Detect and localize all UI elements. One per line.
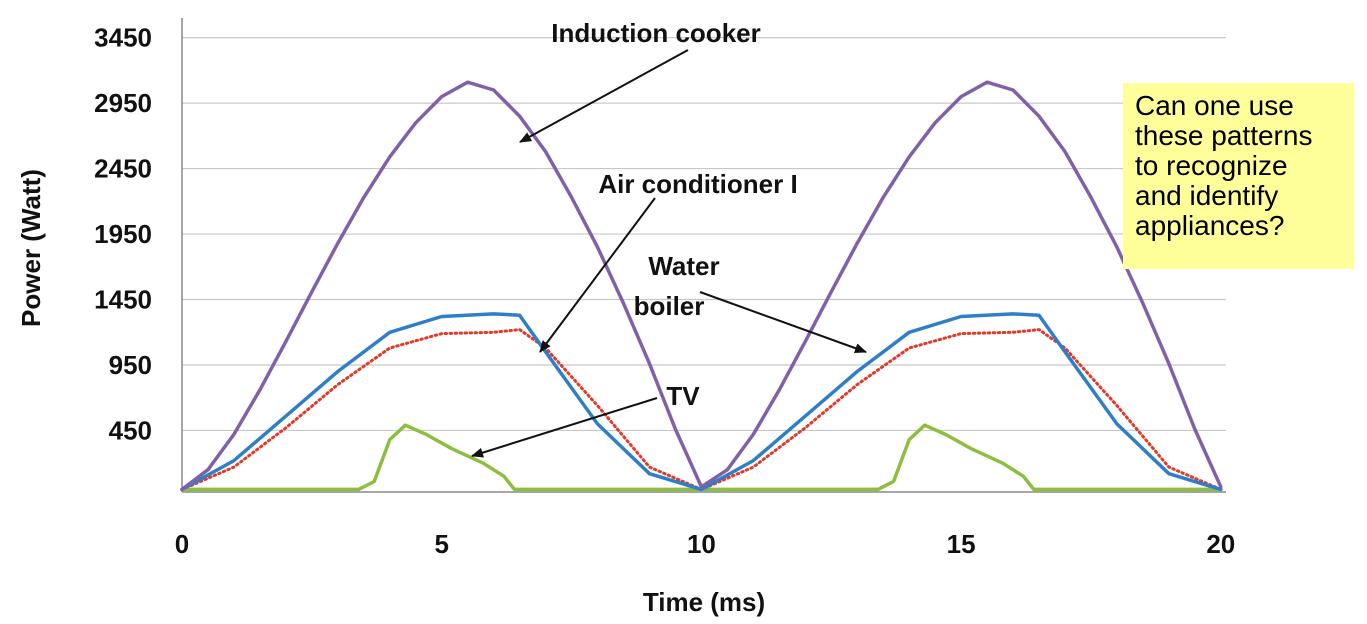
arrow-tv — [471, 397, 658, 458]
grid-lines — [182, 37, 1226, 432]
series-line-tv — [180, 423, 1223, 492]
note-line-2: these patterns — [1135, 120, 1313, 151]
x-tick-label: 5 — [434, 529, 448, 559]
series-line-induction-cooker — [180, 80, 1223, 492]
y-tick-label: 950 — [109, 350, 152, 380]
annotation-arrows — [471, 49, 867, 458]
arrow-induction-cooker — [519, 49, 689, 143]
question-note: Can one use these patterns to recognize … — [1123, 83, 1354, 269]
y-tick-label: 2450 — [94, 154, 152, 184]
y-tick-label: 450 — [109, 415, 152, 445]
series-line-water-boiler — [180, 312, 1223, 492]
y-tick-label: 2950 — [94, 88, 152, 118]
x-tick-label: 20 — [1206, 529, 1235, 559]
x-axis-title: Time (ms) — [643, 587, 765, 617]
x-tick-labels: 0 5 10 15 20 — [175, 529, 1236, 559]
y-tick-label: 1950 — [94, 219, 152, 249]
arrow-water-boiler — [699, 291, 867, 353]
x-tick-label: 15 — [947, 529, 976, 559]
note-line-1: Can one use — [1135, 90, 1294, 121]
series-lines — [180, 80, 1223, 492]
note-line-3: to recognize — [1135, 150, 1288, 181]
y-tick-label: 1450 — [94, 285, 152, 315]
annotation-induction-cooker: Induction cooker — [551, 18, 760, 48]
arrow-air-conditioner — [539, 197, 656, 353]
y-axis-title: Power (Watt) — [16, 169, 46, 327]
y-tick-label: 3450 — [94, 23, 152, 53]
x-tick-label: 0 — [175, 529, 189, 559]
y-tick-labels: 450 950 1450 1950 2450 2950 3450 — [94, 23, 152, 446]
x-tick-label: 10 — [687, 529, 716, 559]
note-line-5: appliances? — [1135, 210, 1285, 241]
annotation-boiler: boiler — [634, 291, 705, 321]
annotation-air-conditioner: Air conditioner I — [598, 169, 797, 199]
note-line-4: and identify — [1135, 180, 1279, 211]
annotation-water: Water — [648, 251, 719, 281]
annotation-tv: TV — [666, 381, 700, 411]
